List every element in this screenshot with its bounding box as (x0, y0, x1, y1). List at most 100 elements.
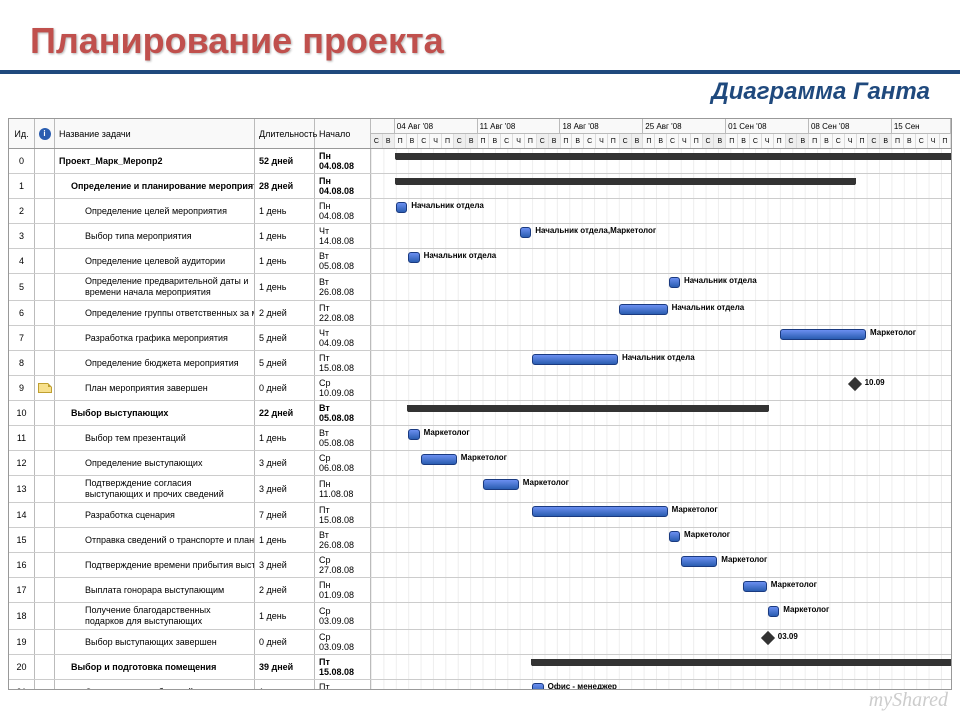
task-start[interactable]: Пн 04.08.08 (315, 174, 371, 198)
task-duration[interactable]: 1 день (255, 274, 315, 300)
summary-bar[interactable] (408, 405, 768, 412)
task-name[interactable]: Определение бюджета мероприятия (55, 351, 255, 375)
task-timeline-cell[interactable]: 03.09 (371, 630, 951, 654)
task-row[interactable]: 17Выплата гонорара выступающим2 днейПн 0… (9, 578, 951, 603)
summary-bar[interactable] (396, 178, 855, 185)
task-duration[interactable]: 2 дней (255, 301, 315, 325)
task-duration[interactable]: 1 день (255, 199, 315, 223)
task-duration[interactable]: 5 дней (255, 326, 315, 350)
task-duration[interactable]: 3 дней (255, 553, 315, 577)
col-header-name[interactable]: Название задачи (55, 119, 255, 148)
task-timeline-cell[interactable]: Маркетолог (371, 451, 951, 475)
task-timeline-cell[interactable]: Начальник отдела (371, 199, 951, 223)
task-row[interactable]: 16Подтверждение времени прибытия высту3 … (9, 553, 951, 578)
task-row[interactable]: 3Выбор типа мероприятия1 деньЧт 14.08.08… (9, 224, 951, 249)
task-timeline-cell[interactable]: Маркетолог (371, 503, 951, 527)
summary-bar[interactable] (396, 153, 951, 160)
task-name[interactable]: Выбор выступающих завершен (55, 630, 255, 654)
task-start[interactable]: Пт 15.08.08 (315, 680, 371, 689)
task-bar[interactable] (532, 683, 543, 689)
task-duration[interactable]: 1 день (255, 528, 315, 552)
task-start[interactable]: Ср 10.09.08 (315, 376, 371, 400)
task-timeline-cell[interactable]: Маркетолог (371, 603, 951, 629)
task-duration[interactable]: 39 дней (255, 655, 315, 679)
task-timeline-cell[interactable] (371, 655, 951, 679)
task-name[interactable]: Разработка графика мероприятия (55, 326, 255, 350)
task-start[interactable]: Чт 14.08.08 (315, 224, 371, 248)
task-row[interactable]: 0Проект_Марк_Меропр252 днейПн 04.08.08 (9, 149, 951, 174)
task-timeline-cell[interactable]: Начальник отдела (371, 249, 951, 273)
task-start[interactable]: Ср 03.09.08 (315, 603, 371, 629)
task-row[interactable]: 18Получение благодарственных подарков дл… (9, 603, 951, 630)
task-name[interactable]: Выбор и подготовка помещения (55, 655, 255, 679)
task-row[interactable]: 14Разработка сценария7 днейПт 15.08.08Ма… (9, 503, 951, 528)
task-duration[interactable]: 22 дней (255, 401, 315, 425)
task-timeline-cell[interactable]: Маркетолог (371, 578, 951, 602)
task-row[interactable]: 5Определение предварительной даты и врем… (9, 274, 951, 301)
task-duration[interactable]: 7 дней (255, 503, 315, 527)
task-duration[interactable]: 0 дней (255, 630, 315, 654)
task-start[interactable]: Вт 05.08.08 (315, 426, 371, 450)
task-start[interactable]: Вт 05.08.08 (315, 249, 371, 273)
task-duration[interactable]: 3 дней (255, 476, 315, 502)
task-timeline-cell[interactable]: Начальник отдела (371, 274, 951, 300)
task-bar[interactable] (483, 479, 519, 490)
task-name[interactable]: Отправка сведений о транспорте и плане (55, 528, 255, 552)
milestone-icon[interactable] (848, 377, 862, 391)
task-timeline-cell[interactable]: Маркетолог (371, 476, 951, 502)
col-header-start[interactable]: Начало (315, 119, 371, 148)
task-row[interactable]: 11Выбор тем презентаций1 деньВт 05.08.08… (9, 426, 951, 451)
task-row[interactable]: 21Определение требований к помещению и с… (9, 680, 951, 689)
task-name[interactable]: Определение выступающих (55, 451, 255, 475)
task-name[interactable]: Определение целевой аудитории (55, 249, 255, 273)
task-bar[interactable] (743, 581, 767, 592)
task-start[interactable]: Ср 03.09.08 (315, 630, 371, 654)
task-timeline-cell[interactable]: Маркетолог (371, 326, 951, 350)
task-row[interactable]: 8Определение бюджета мероприятия5 днейПт… (9, 351, 951, 376)
summary-bar[interactable] (532, 659, 951, 666)
task-start[interactable]: Вт 05.08.08 (315, 401, 371, 425)
task-start[interactable]: Чт 04.09.08 (315, 326, 371, 350)
task-timeline-cell[interactable]: Офис - менеджер (371, 680, 951, 689)
task-start[interactable]: Ср 06.08.08 (315, 451, 371, 475)
task-bar[interactable] (780, 329, 866, 340)
task-timeline-cell[interactable]: Маркетолог (371, 553, 951, 577)
task-timeline-cell[interactable]: Начальник отдела (371, 301, 951, 325)
task-duration[interactable]: 2 дней (255, 578, 315, 602)
task-name[interactable]: Определение группы ответственных за м (55, 301, 255, 325)
task-duration[interactable]: 28 дней (255, 174, 315, 198)
task-start[interactable]: Пн 04.08.08 (315, 199, 371, 223)
task-timeline-cell[interactable] (371, 174, 951, 198)
task-start[interactable]: Пн 11.08.08 (315, 476, 371, 502)
task-name[interactable]: План мероприятия завершен (55, 376, 255, 400)
task-row[interactable]: 19Выбор выступающих завершен0 днейСр 03.… (9, 630, 951, 655)
task-timeline-cell[interactable] (371, 149, 951, 173)
timeline-header[interactable]: 04 Авг '0811 Авг '0818 Авг '0825 Авг '08… (371, 119, 951, 148)
task-bar[interactable] (408, 252, 419, 263)
col-header-info[interactable]: i (35, 119, 55, 148)
task-bar[interactable] (669, 277, 680, 288)
task-row[interactable]: 4Определение целевой аудитории1 деньВт 0… (9, 249, 951, 274)
task-start[interactable]: Вт 26.08.08 (315, 528, 371, 552)
task-timeline-cell[interactable]: 10.09 (371, 376, 951, 400)
task-bar[interactable] (396, 202, 407, 213)
col-header-duration[interactable]: Длительность (255, 119, 315, 148)
task-duration[interactable]: 3 дней (255, 451, 315, 475)
task-name[interactable]: Выбор тем презентаций (55, 426, 255, 450)
task-duration[interactable]: 5 дней (255, 351, 315, 375)
task-row[interactable]: 1Определение и планирование мероприятия2… (9, 174, 951, 199)
task-timeline-cell[interactable]: Маркетолог (371, 426, 951, 450)
task-name[interactable]: Определение требований к помещению и с (55, 680, 255, 689)
task-name[interactable]: Получение благодарственных подарков для … (55, 603, 255, 629)
task-bar[interactable] (408, 429, 419, 440)
task-name[interactable]: Проект_Марк_Меропр2 (55, 149, 255, 173)
task-name[interactable]: Выбор выступающих (55, 401, 255, 425)
task-duration[interactable]: 1 день (255, 249, 315, 273)
task-bar[interactable] (681, 556, 717, 567)
task-row[interactable]: 15Отправка сведений о транспорте и плане… (9, 528, 951, 553)
task-bar[interactable] (532, 506, 667, 517)
task-timeline-cell[interactable]: Маркетолог (371, 528, 951, 552)
task-bar[interactable] (669, 531, 680, 542)
task-start[interactable]: Пт 15.08.08 (315, 655, 371, 679)
task-name[interactable]: Подтверждение времени прибытия высту (55, 553, 255, 577)
